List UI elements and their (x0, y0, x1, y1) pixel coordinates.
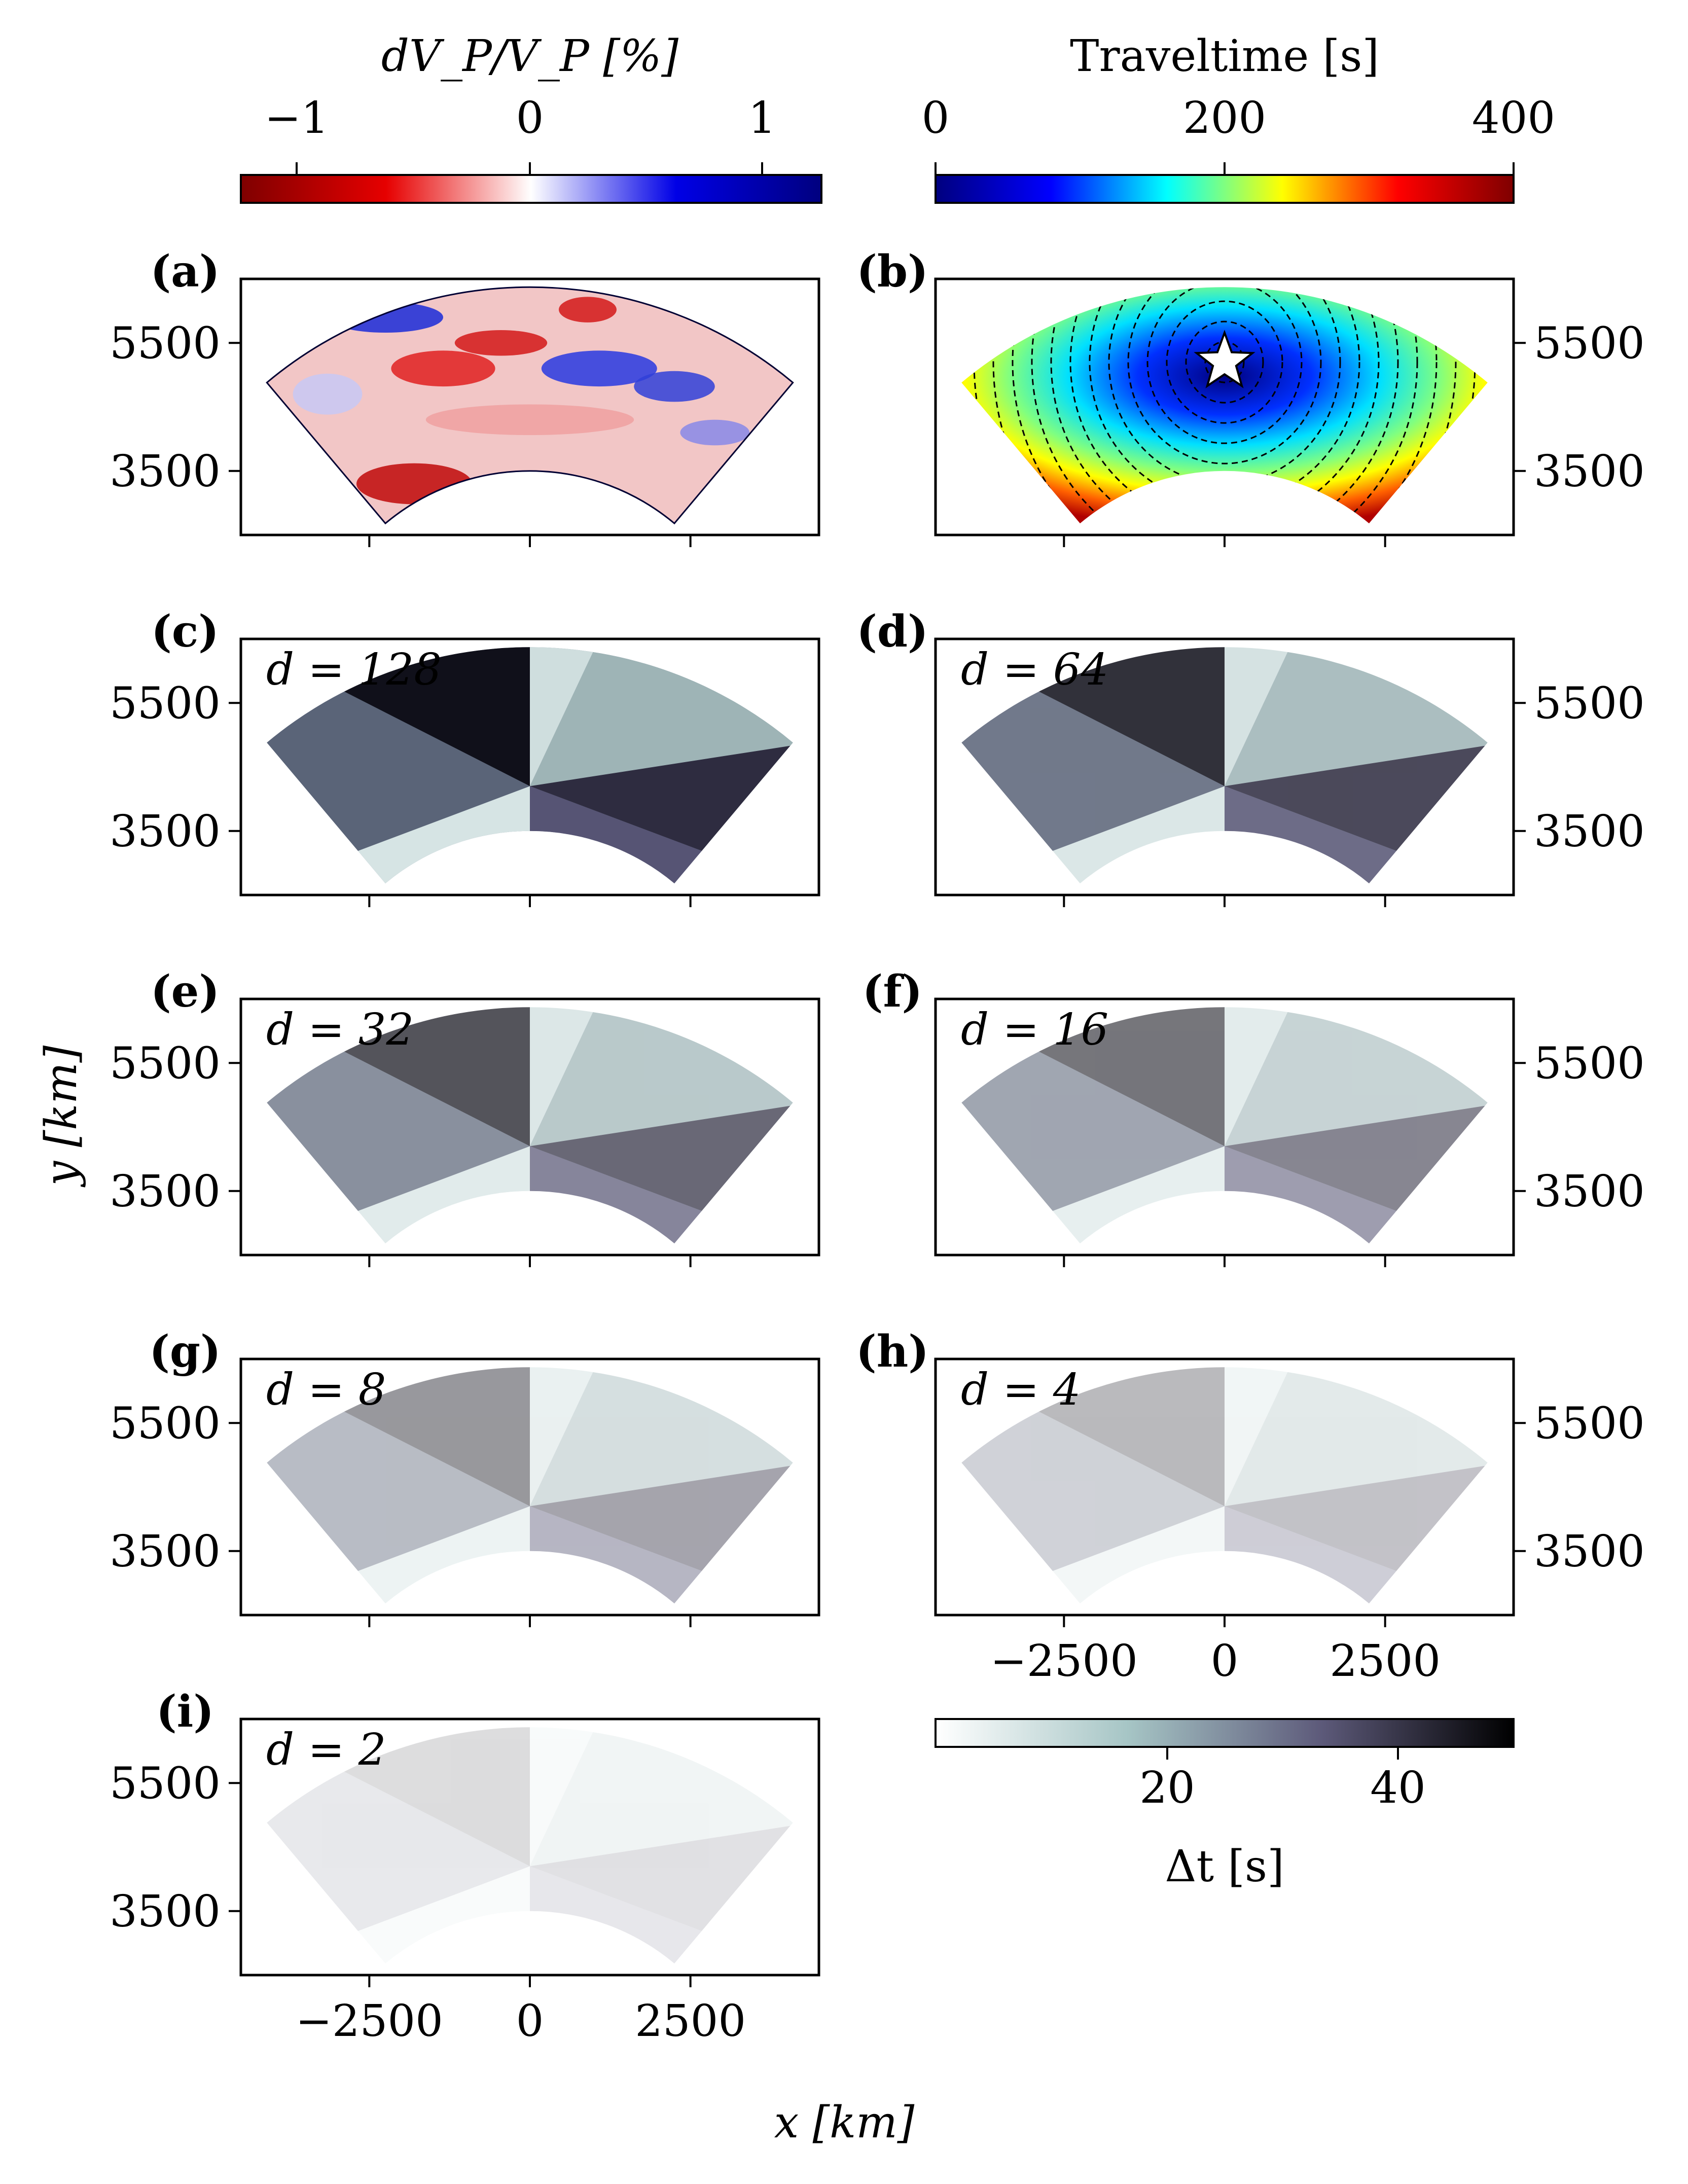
y-tick-label: 3500 (110, 806, 221, 857)
colorbar-traveltime-label: Traveltime [s] (1070, 31, 1379, 82)
traveltime-contour (1146, 287, 1303, 444)
panel-label: (c) (151, 606, 219, 657)
panel-h: d = 4 −2500 0 2500 5500 3500 (h) (856, 1326, 1645, 1687)
y-tick-label: 3500 (1534, 1526, 1645, 1577)
panel-e: d = 32 5500 3500 (e) (110, 966, 820, 1267)
colorbar-velocity-bar (240, 174, 822, 204)
velocity-field (267, 287, 793, 524)
traveltime-contour (1012, 287, 1438, 524)
colorbar-traveltime: Traveltime [s] 0 200 400 (922, 31, 1555, 204)
y-tick-label: 5500 (110, 678, 221, 729)
x-tick-label: 0 (1211, 1636, 1239, 1687)
y-tick-label: 5500 (1534, 1038, 1645, 1089)
y-tick-label: 3500 (1534, 1166, 1645, 1217)
x-tick-label: 2500 (635, 1996, 746, 2047)
resolution-label: d = 64 (961, 645, 1108, 695)
panel-i: d = 2 −2500 0 2500 5500 3500 (i) (110, 1686, 820, 2047)
colorbar-traveltime-tick: 400 (1472, 93, 1555, 144)
y-tick-label: 3500 (110, 1886, 221, 1937)
colorbar-dt-tick: 40 (1370, 1763, 1425, 1813)
colorbar-traveltime-bar (935, 174, 1515, 204)
y-axis-label: y [km] (36, 1045, 87, 1188)
panel-a: 5500 3500 (a) (110, 246, 820, 547)
traveltime-contour (1031, 287, 1418, 524)
traveltime-contour (1069, 287, 1380, 524)
panel-label: (f) (863, 966, 922, 1017)
colorbar-velocity-tick: 1 (748, 93, 776, 144)
y-tick-label: 5500 (1534, 318, 1645, 369)
colorbar-traveltime-tick: 200 (1183, 93, 1266, 144)
colorbar-velocity: dV_P/V_P [%] −1 0 1 (240, 31, 822, 204)
panel-label: (i) (156, 1686, 214, 1737)
y-tick-label: 3500 (110, 1166, 221, 1217)
panel-label: (h) (856, 1326, 929, 1377)
y-tick-label: 3500 (110, 446, 221, 497)
colorbar-velocity-tick: 0 (516, 93, 544, 144)
resolution-label: d = 2 (266, 1725, 386, 1775)
colorbar-dt-label: Δt [s] (1165, 1841, 1284, 1892)
colorbar-dt-bar (935, 1718, 1515, 1748)
panel-label: (b) (856, 246, 928, 297)
panel-label: (d) (856, 606, 928, 657)
x-axis-label: x [km] (774, 2097, 915, 2148)
x-tick-label: 2500 (1330, 1636, 1441, 1687)
y-tick-label: 5500 (1534, 678, 1645, 729)
x-tick-label: −2500 (296, 1996, 443, 2047)
y-tick-label: 3500 (1534, 446, 1645, 497)
y-tick-label: 5500 (110, 318, 221, 369)
y-tick-label: 3500 (110, 1526, 221, 1577)
panel-g: d = 8 5500 3500 (g) (110, 1326, 820, 1627)
panel-f: d = 16 5500 3500 (f) (863, 966, 1645, 1267)
resolution-label: d = 8 (266, 1365, 386, 1415)
y-tick-label: 5500 (110, 1758, 221, 1809)
y-tick-label: 5500 (110, 1038, 221, 1089)
traveltime-contour (1166, 300, 1283, 424)
colorbar-dt-tick: 20 (1139, 1763, 1195, 1813)
colorbar-velocity-label: dV_P/V_P [%] (381, 31, 679, 82)
panel-label: (g) (149, 1326, 221, 1377)
traveltime-contour (1127, 287, 1322, 464)
colorbar-traveltime-tick: 0 (922, 93, 950, 144)
panel-d: d = 64 5500 3500 (d) (856, 606, 1645, 907)
colorbar-dt: 20 40 Δt [s] (935, 1718, 1515, 1892)
panel-label: (a) (150, 246, 220, 297)
panel-label: (e) (151, 966, 220, 1017)
resolution-label: d = 4 (961, 1365, 1081, 1415)
traveltime-contour (992, 287, 1457, 524)
resolution-label: d = 128 (266, 645, 442, 695)
source-star-icon (1194, 330, 1255, 388)
traveltime-contour (1050, 287, 1399, 524)
panel-c: d = 128 5500 3500 (c) (110, 606, 820, 907)
x-tick-label: 0 (516, 1996, 544, 2047)
y-tick-label: 3500 (1534, 806, 1645, 857)
y-tick-label: 5500 (1534, 1398, 1645, 1449)
colorbar-velocity-tick: −1 (265, 93, 329, 144)
resolution-label: d = 32 (266, 1005, 414, 1055)
resolution-label: d = 16 (961, 1005, 1108, 1055)
traveltime-contour (1185, 320, 1264, 404)
y-tick-label: 5500 (110, 1398, 221, 1449)
x-tick-label: −2500 (990, 1636, 1138, 1687)
